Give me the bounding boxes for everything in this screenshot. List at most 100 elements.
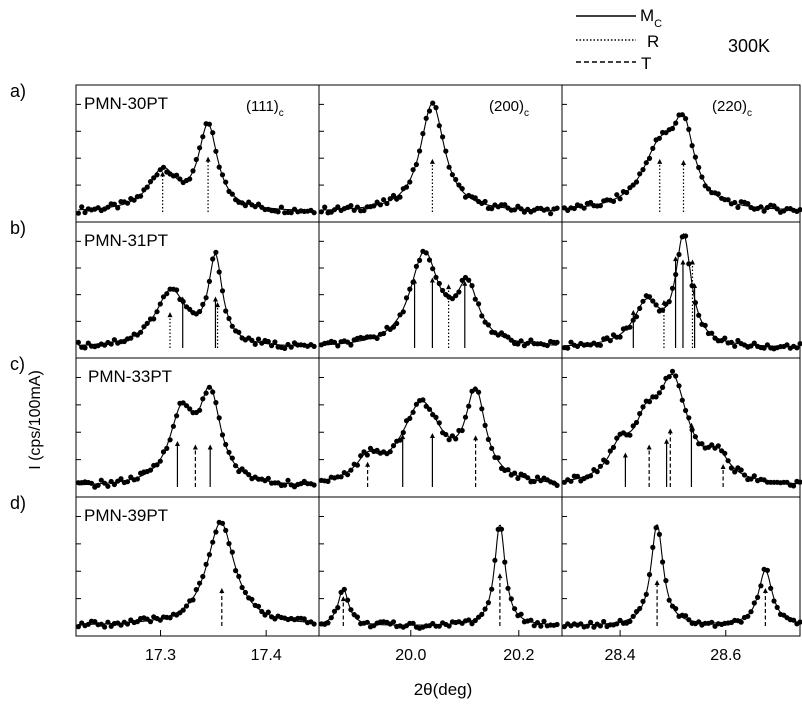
data-point: [223, 179, 229, 185]
data-point: [219, 520, 226, 526]
data-point: [301, 616, 307, 622]
data-point: [174, 413, 180, 419]
data-point: [637, 605, 643, 612]
fit-curve: [78, 385, 315, 486]
data-point: [341, 586, 347, 593]
data-point: [423, 250, 429, 256]
data-point: [617, 196, 623, 202]
data-point: [390, 619, 397, 625]
data-point: [187, 406, 193, 412]
data-point: [469, 621, 475, 627]
reflection-label: (200)c: [489, 98, 529, 119]
data-point: [400, 429, 406, 436]
data-point: [381, 197, 387, 203]
data-point: [511, 606, 518, 612]
data-point: [738, 467, 744, 473]
data-point: [469, 283, 475, 289]
data-point: [692, 434, 699, 440]
data-point: [325, 478, 331, 484]
data-point: [206, 278, 212, 284]
peak-marker-head: [689, 259, 695, 265]
data-point: [534, 620, 541, 626]
data-point: [709, 442, 715, 448]
data-point: [282, 482, 288, 488]
data-point: [617, 334, 623, 340]
data-point: [725, 458, 731, 464]
data-point: [187, 176, 193, 182]
panel: [561, 84, 802, 223]
data-point: [774, 206, 780, 212]
data-point: [479, 611, 485, 618]
data-point: [745, 201, 751, 207]
data-point: [715, 191, 721, 197]
data-point: [640, 598, 646, 605]
data-point: [426, 257, 433, 263]
data-point: [187, 306, 193, 312]
data-point: [544, 206, 550, 212]
data-point: [219, 288, 226, 294]
data-point: [604, 459, 610, 465]
data-point: [190, 597, 196, 603]
data-point: [288, 344, 294, 350]
data-point: [98, 477, 104, 483]
data-point: [157, 301, 163, 307]
data-point: [633, 419, 640, 426]
data-point: [472, 195, 478, 201]
data-point: [426, 406, 433, 412]
data-point: [453, 176, 459, 183]
data-point: [390, 443, 397, 449]
panel-grid: a) PMN-30PT (111)c (200)c (220)c b) PMN-31PT c)…: [10, 81, 802, 664]
data-point: [505, 467, 511, 473]
data-point: [124, 200, 131, 206]
peak-marker-head: [192, 444, 198, 450]
data-point: [466, 403, 472, 409]
data-point: [322, 204, 328, 210]
data-point: [525, 475, 531, 481]
data-point: [660, 384, 666, 390]
data-point: [206, 121, 212, 127]
data-point: [367, 445, 374, 451]
data-point: [394, 320, 400, 327]
data-point: [111, 481, 117, 488]
data-point: [79, 204, 85, 210]
data-point: [141, 324, 147, 330]
data-point: [157, 617, 163, 623]
data-point: [683, 116, 689, 122]
data-point: [588, 619, 594, 626]
data-point: [568, 339, 574, 345]
data-point: [249, 337, 255, 343]
peak-marker-head: [400, 434, 406, 440]
data-point: [233, 463, 239, 469]
data-point: [200, 396, 206, 402]
data-point: [331, 608, 338, 614]
data-point: [515, 341, 521, 347]
data-point: [482, 422, 488, 428]
data-point: [735, 204, 741, 210]
data-point: [433, 414, 439, 420]
data-point: [239, 584, 245, 591]
data-point: [686, 617, 692, 623]
data-point: [722, 450, 728, 456]
data-point: [236, 573, 242, 580]
data-point: [75, 339, 81, 345]
data-point: [351, 207, 357, 213]
data-point: [239, 466, 245, 472]
data-point: [377, 202, 383, 208]
data-point: [138, 193, 144, 199]
panel: [318, 221, 563, 359]
data-point: [105, 483, 111, 489]
data-point: [791, 617, 797, 623]
data-point: [637, 305, 643, 311]
data-point: [614, 621, 620, 627]
data-point: [384, 200, 390, 207]
data-point: [407, 415, 413, 421]
data-point: [751, 473, 757, 479]
data-point: [111, 337, 117, 343]
data-point: [683, 613, 689, 619]
legend-label-r: R: [647, 32, 659, 51]
data-point: [269, 343, 275, 349]
data-point: [361, 449, 367, 455]
data-point: [568, 478, 574, 484]
data-point: [210, 539, 216, 545]
data-point: [413, 161, 419, 168]
